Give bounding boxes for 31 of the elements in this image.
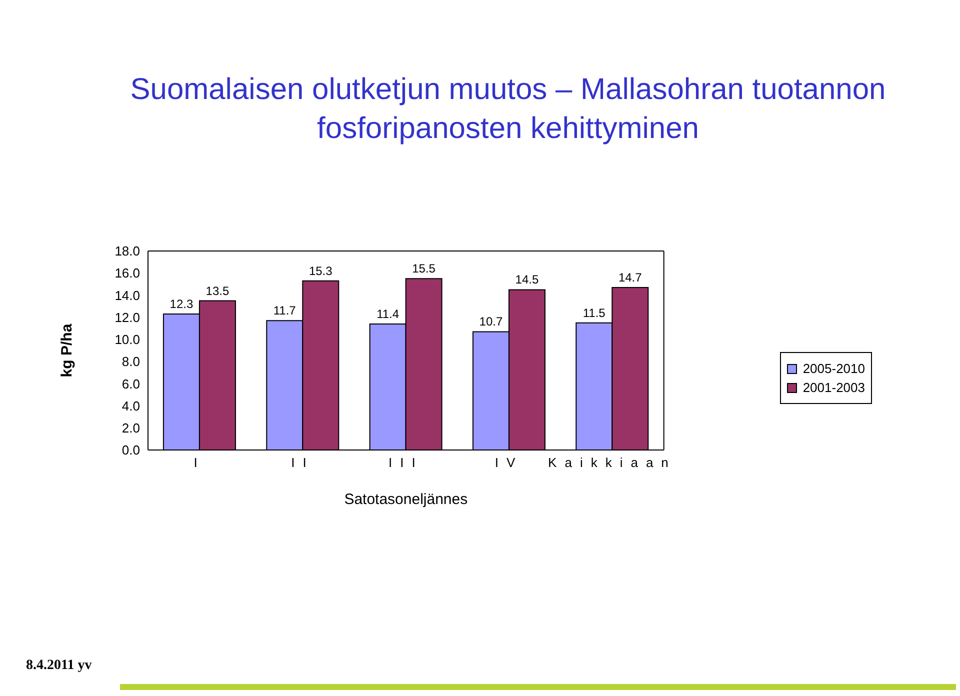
data-label: 14.7 (618, 270, 642, 284)
text: 8.4.2011 yv (26, 658, 92, 674)
y-tick-label: 6.0 (122, 376, 140, 392)
y-tick-label: 14.0 (114, 288, 140, 303)
y-tick-label: 4.0 (122, 398, 140, 414)
data-label: 11.4 (376, 306, 400, 321)
x-tick-label: Kaikkiaan (548, 455, 676, 470)
y-tick-label: 12.0 (114, 310, 140, 325)
x-tick-label: II (291, 455, 314, 470)
y-tick-label: 8.0 (122, 354, 140, 370)
chart-title: Suomalaisen olutketjun muutos – Mallasohran tuotannon fosforipanosten kehittyminen (129, 72, 887, 147)
data-label: 15.5 (412, 262, 436, 276)
x-tick-label: III (388, 455, 424, 470)
data-label: 15.3 (308, 264, 333, 278)
data-label: 12.3 (170, 297, 194, 312)
legend-label: 2001-2003 (802, 380, 865, 395)
data-label: 11.7 (273, 304, 296, 318)
data-label: 13.5 (206, 284, 230, 298)
data-label: 14.5 (515, 272, 539, 287)
y-tick-label: 16.0 (114, 266, 140, 281)
x-axis-title: Satotasoneljännes (344, 491, 468, 508)
legend-label: 2005-2010 (802, 361, 865, 376)
data-label: 11.5 (582, 306, 606, 320)
y-tick-label: 2.0 (122, 420, 140, 436)
x-tick-label: I (194, 455, 206, 470)
x-tick-label: IV (494, 455, 524, 470)
y-axis-title: kg P/ha (58, 323, 76, 378)
y-tick-label: 0.0 (122, 442, 140, 458)
data-label: 10.7 (479, 314, 503, 329)
y-tick-label: 10.0 (114, 332, 140, 348)
y-tick-label: 18.0 (114, 244, 140, 259)
